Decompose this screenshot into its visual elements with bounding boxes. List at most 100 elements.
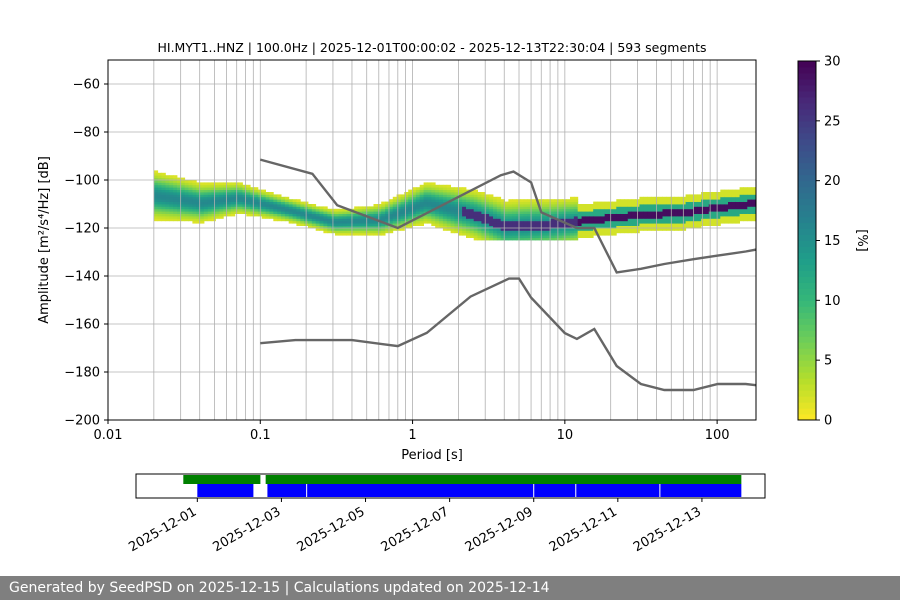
pdf-cell bbox=[435, 223, 440, 226]
pdf-cell bbox=[412, 204, 417, 207]
pdf-cell bbox=[731, 189, 737, 193]
pdf-cell bbox=[442, 192, 448, 195]
pdf-cell bbox=[342, 211, 347, 214]
pdf-cell bbox=[550, 235, 556, 238]
pdf-cell bbox=[454, 216, 459, 219]
pdf-cell bbox=[377, 206, 382, 210]
pdf-cell bbox=[338, 225, 344, 229]
pdf-cell bbox=[292, 204, 297, 207]
pdf-cell bbox=[558, 223, 563, 226]
pdf-cell bbox=[720, 218, 725, 222]
pdf-cell bbox=[211, 208, 216, 212]
pdf-cell bbox=[747, 187, 752, 190]
pdf-cell bbox=[404, 194, 409, 198]
pdf-cell bbox=[639, 218, 644, 222]
pdf-cell bbox=[647, 220, 652, 224]
pdf-cell bbox=[242, 189, 247, 193]
pdf-cell bbox=[612, 206, 617, 210]
pdf-cell bbox=[242, 208, 247, 212]
pdf-cell bbox=[485, 223, 490, 226]
pdf-cell bbox=[504, 228, 509, 231]
pdf-cell bbox=[442, 196, 448, 200]
pdf-cell bbox=[546, 218, 552, 222]
pdf-cell bbox=[423, 194, 428, 198]
pdf-cell bbox=[685, 218, 690, 222]
pdf-cell bbox=[489, 216, 494, 219]
pdf-cell bbox=[589, 220, 594, 224]
pdf-cell bbox=[566, 208, 571, 212]
pdf-cell bbox=[543, 218, 548, 222]
pdf-cell bbox=[230, 204, 236, 207]
colorbar-segment bbox=[798, 204, 816, 212]
pdf-cell bbox=[427, 182, 432, 186]
pdf-cell bbox=[354, 220, 359, 224]
y-tick-label: −140 bbox=[64, 270, 100, 285]
pdf-cell bbox=[550, 228, 556, 231]
colorbar-segment bbox=[798, 252, 816, 259]
pdf-cell bbox=[319, 228, 324, 231]
pdf-cell bbox=[223, 184, 228, 188]
pdf-cell bbox=[627, 206, 633, 210]
pdf-cell bbox=[701, 206, 706, 210]
pdf-cell bbox=[400, 204, 405, 207]
pdf-cell bbox=[477, 199, 482, 202]
pdf-cell bbox=[523, 201, 529, 205]
pdf-cell bbox=[477, 230, 482, 234]
pdf-cell bbox=[223, 199, 228, 202]
pdf-cell bbox=[743, 211, 748, 214]
pdf-cell bbox=[246, 194, 251, 198]
pdf-cell bbox=[589, 206, 594, 210]
pdf-cell bbox=[211, 211, 216, 214]
pdf-cell bbox=[504, 213, 509, 217]
pdf-cell bbox=[512, 228, 517, 231]
pdf-cell bbox=[358, 225, 363, 229]
pdf-cell bbox=[570, 204, 575, 207]
pdf-cell bbox=[658, 206, 663, 210]
pdf-cell bbox=[466, 204, 471, 207]
pdf-cell bbox=[442, 220, 448, 224]
pdf-cell bbox=[573, 220, 579, 224]
pdf-cell bbox=[227, 187, 232, 190]
pdf-cell bbox=[620, 228, 625, 231]
pdf-cell bbox=[377, 213, 382, 217]
pdf-cell bbox=[597, 213, 602, 217]
pdf-cell bbox=[392, 228, 398, 231]
pdf-cell bbox=[431, 213, 436, 217]
pdf-cell bbox=[523, 237, 529, 241]
pdf-cell bbox=[573, 213, 579, 217]
pdf-cell bbox=[288, 204, 293, 207]
pdf-cell bbox=[612, 228, 617, 231]
pdf-cell bbox=[450, 216, 455, 219]
y-tick-label: −60 bbox=[73, 78, 100, 93]
pdf-cell bbox=[423, 192, 428, 195]
pdf-cell bbox=[408, 223, 413, 226]
pdf-cell bbox=[512, 230, 517, 234]
pdf-cell bbox=[631, 204, 636, 207]
pdf-cell bbox=[481, 192, 486, 195]
pdf-cell bbox=[651, 216, 656, 219]
pdf-cell bbox=[674, 223, 679, 226]
pdf-cell bbox=[489, 237, 494, 241]
pdf-cell bbox=[728, 204, 733, 207]
pdf-cell bbox=[720, 192, 725, 195]
pdf-cell bbox=[493, 208, 498, 212]
pdf-cell bbox=[238, 184, 243, 188]
timeline-tick-label: 2025-12-05 bbox=[295, 504, 368, 555]
pdf-cell bbox=[250, 196, 255, 200]
pdf-cell bbox=[354, 232, 359, 236]
pdf-cell bbox=[254, 196, 259, 200]
pdf-cell bbox=[404, 220, 409, 224]
pdf-cell bbox=[716, 213, 721, 217]
pdf-cell bbox=[219, 201, 224, 205]
pdf-cell bbox=[597, 216, 602, 219]
data-availability-bar bbox=[183, 475, 261, 484]
pdf-cell bbox=[577, 213, 582, 217]
pdf-cell bbox=[627, 218, 633, 222]
pdf-cell bbox=[177, 206, 182, 210]
pdf-cell bbox=[527, 220, 532, 224]
pdf-cell bbox=[246, 201, 251, 205]
pdf-cell bbox=[473, 208, 478, 212]
pdf-cell bbox=[670, 218, 675, 222]
pdf-cell bbox=[365, 223, 371, 226]
